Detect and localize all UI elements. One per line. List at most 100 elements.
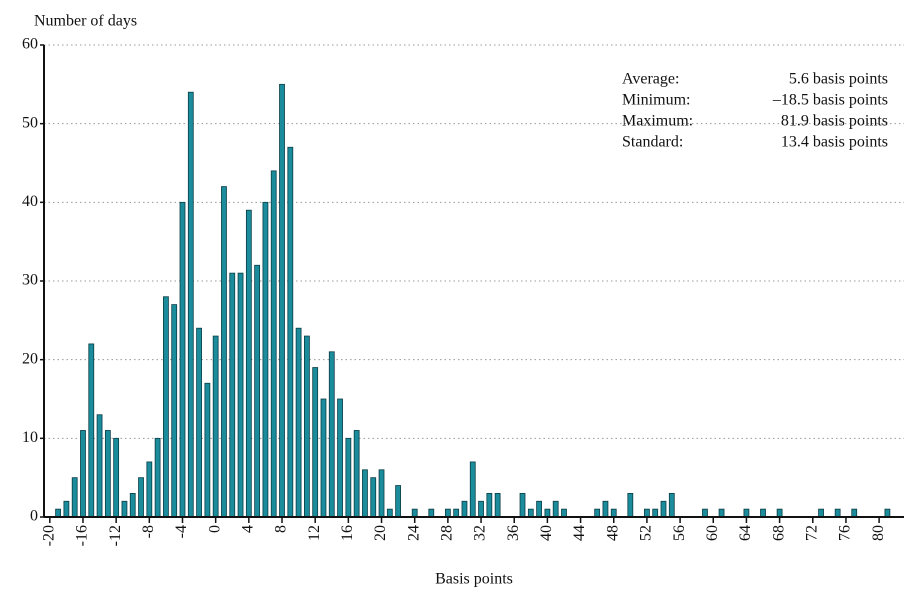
bar (154, 437, 161, 518)
x-tick-label: -4 (173, 525, 190, 538)
bar (63, 500, 70, 518)
x-tick-label: 56 (671, 525, 688, 541)
bar (718, 508, 725, 518)
bar (304, 335, 310, 518)
y-tick-label: 40 (22, 193, 38, 210)
bar (851, 508, 858, 518)
annotation-value: 81.9 basis points (781, 113, 888, 130)
bar (138, 477, 144, 518)
bar (478, 500, 484, 518)
y-tick-label: 30 (22, 272, 38, 289)
x-tick-label: 40 (538, 525, 555, 541)
x-tick-label: 80 (870, 525, 887, 541)
bar (55, 508, 61, 518)
x-tick-label: 76 (837, 525, 854, 541)
bar (254, 264, 261, 518)
bar (486, 492, 493, 518)
x-tick-label: 72 (803, 525, 820, 541)
annotation-value: 5.6 basis points (789, 71, 888, 88)
bar (552, 500, 559, 518)
bar (245, 209, 252, 518)
y-tick-label: 20 (22, 350, 38, 367)
y-tick-label: 0 (30, 508, 38, 525)
bar (104, 430, 111, 518)
bar (196, 327, 202, 518)
x-tick-label: -16 (74, 525, 91, 546)
annotation-label: Maximum: (622, 113, 693, 130)
bar (453, 508, 460, 518)
bar (610, 508, 617, 518)
x-axis-label: Basis points (435, 571, 513, 588)
x-tick-label: 60 (704, 525, 721, 541)
bar (179, 201, 186, 518)
y-tick-label: 50 (22, 114, 38, 131)
bar (312, 367, 319, 518)
bar (527, 508, 534, 518)
x-tick-label: 20 (372, 525, 389, 541)
bar (743, 508, 750, 518)
bar (121, 500, 128, 518)
bar (370, 477, 377, 518)
x-tick-label: 52 (638, 525, 655, 541)
annotation-value: 13.4 basis points (781, 134, 888, 151)
bar (362, 469, 368, 518)
bar (353, 430, 360, 518)
bar (345, 437, 352, 518)
bar (146, 461, 153, 518)
x-tick-label: 0 (206, 525, 223, 533)
bar (627, 492, 634, 518)
y-tick-label: 60 (22, 36, 38, 53)
bar (776, 508, 783, 518)
bar (428, 508, 435, 518)
bar (262, 201, 269, 518)
x-tick-label: 16 (339, 525, 356, 541)
x-tick-label: 4 (240, 525, 257, 533)
x-tick-label: 12 (306, 525, 323, 541)
bar (295, 327, 302, 518)
x-tick-label: 24 (405, 525, 422, 541)
bar (519, 492, 526, 518)
bar (444, 508, 451, 518)
bar (561, 508, 567, 518)
annotation-value: –18.5 basis points (772, 92, 888, 109)
bar (113, 437, 120, 518)
bar (668, 492, 675, 518)
bar (536, 500, 542, 518)
bar (171, 304, 178, 518)
annotation-label: Minimum: (622, 92, 690, 109)
bar (544, 508, 551, 518)
bar (818, 508, 824, 518)
bar (337, 398, 343, 518)
x-tick-label: -8 (140, 525, 157, 538)
x-tick-label: 64 (737, 525, 754, 541)
bar (411, 508, 418, 518)
x-tick-label: 8 (273, 525, 290, 533)
bar (80, 430, 86, 518)
bar (461, 500, 468, 518)
bar (652, 508, 659, 518)
bar (395, 485, 402, 518)
bar (71, 477, 78, 518)
bar (229, 272, 236, 518)
bar (163, 296, 169, 518)
x-tick-label: 44 (571, 525, 588, 541)
bar (602, 500, 609, 518)
bar (279, 83, 285, 518)
bar (760, 508, 766, 518)
bar (270, 170, 277, 518)
bar (494, 492, 501, 518)
x-tick-label: 36 (505, 525, 522, 541)
bar (884, 508, 891, 518)
bar (378, 469, 385, 518)
bar (287, 146, 294, 518)
bar (96, 414, 103, 518)
x-tick-label: 32 (472, 525, 489, 541)
bar (834, 508, 841, 518)
bar (187, 91, 194, 518)
bar (702, 508, 708, 518)
bar (221, 186, 227, 518)
bar (237, 272, 244, 518)
y-axis-label: Number of days (34, 13, 137, 30)
